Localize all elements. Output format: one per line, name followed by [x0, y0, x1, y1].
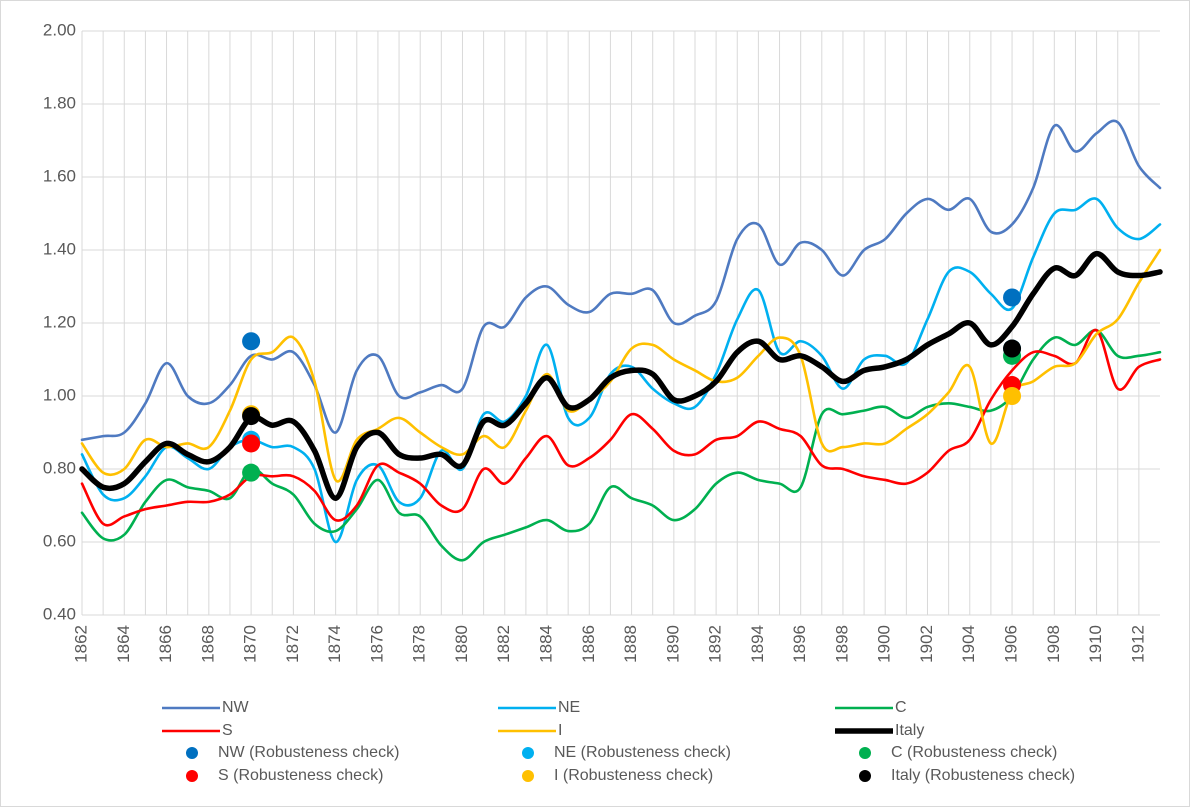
x-tick-label: 1896: [790, 625, 809, 663]
x-tick-label: 1870: [241, 625, 260, 663]
legend-label: S (Robusteness check): [218, 767, 383, 784]
marker: [242, 407, 261, 426]
legend-label: I (Robusteness check): [554, 767, 713, 784]
y-tick-label: 0.80: [43, 458, 76, 477]
legend-label: S: [222, 722, 233, 739]
x-tick-label: 1894: [748, 625, 767, 663]
legend-label: NE (Robusteness check): [554, 744, 731, 761]
x-tick-label: 1900: [875, 625, 894, 663]
y-tick-label: 1.00: [43, 385, 76, 404]
x-tick-label: 1876: [367, 625, 386, 663]
x-tick-label: 1898: [832, 625, 851, 663]
y-tick-label: 1.40: [43, 239, 76, 258]
y-tick-label: 1.20: [43, 312, 76, 331]
x-tick-label: 1902: [917, 625, 936, 663]
legend-marker: [859, 747, 871, 759]
y-tick-label: 0.60: [43, 531, 76, 550]
legend-marker: [522, 747, 534, 759]
legend-marker: [522, 770, 534, 782]
marker: [242, 463, 261, 482]
x-tick-label: 1884: [537, 625, 556, 663]
x-tick-label: 1874: [325, 625, 344, 663]
marker: [242, 434, 261, 453]
x-tick-label: 1910: [1086, 625, 1105, 663]
marker: [242, 332, 261, 351]
legend-label: NW (Robusteness check): [218, 744, 399, 761]
x-tick-label: 1908: [1044, 625, 1063, 663]
x-tick-label: 1880: [452, 625, 471, 663]
legend-label: I: [558, 722, 562, 739]
legend-marker: [186, 747, 198, 759]
series-line: [80, 119, 1162, 442]
legend: NW NE C S I Italy NW (Robusteness check) NE (Ro…: [162, 699, 1075, 784]
x-tick-label: 1872: [283, 625, 302, 663]
y-tick-label: 2.00: [43, 20, 76, 39]
x-tick-label: 1878: [410, 625, 429, 663]
legend-label: Italy: [895, 722, 924, 739]
x-tick-label: 1888: [621, 625, 640, 663]
y-tick-label: 0.40: [43, 604, 76, 623]
x-tick-label: 1886: [579, 625, 598, 663]
y-tick-label: 1.60: [43, 166, 76, 185]
legend-marker: [859, 770, 871, 782]
x-tick-label: 1864: [114, 625, 133, 663]
x-tick-label: 1868: [198, 625, 217, 663]
legend-label: NE: [558, 699, 580, 716]
legend-marker: [186, 770, 198, 782]
x-tick-label: 1912: [1128, 625, 1147, 663]
marker: [1003, 288, 1022, 307]
x-tick-label: 1904: [959, 625, 978, 663]
legend-label: C: [895, 699, 907, 716]
x-tick-label: 1890: [663, 625, 682, 663]
marker: [1003, 339, 1022, 358]
series-line: [80, 197, 1162, 544]
legend-label: Italy (Robusteness check): [891, 767, 1075, 784]
legend-label: C (Robusteness check): [891, 744, 1057, 761]
x-tick-label: 1892: [706, 625, 725, 663]
legend-label: NW: [222, 699, 250, 716]
x-tick-label: 1866: [156, 625, 175, 663]
y-tick-label: 1.80: [43, 93, 76, 112]
x-tick-label: 1882: [494, 625, 513, 663]
marker: [1003, 387, 1022, 405]
x-tick-label: 1862: [71, 625, 90, 663]
series-line: [80, 248, 1162, 483]
series-line: [79, 250, 1163, 501]
x-tick-label: 1906: [1002, 625, 1021, 663]
